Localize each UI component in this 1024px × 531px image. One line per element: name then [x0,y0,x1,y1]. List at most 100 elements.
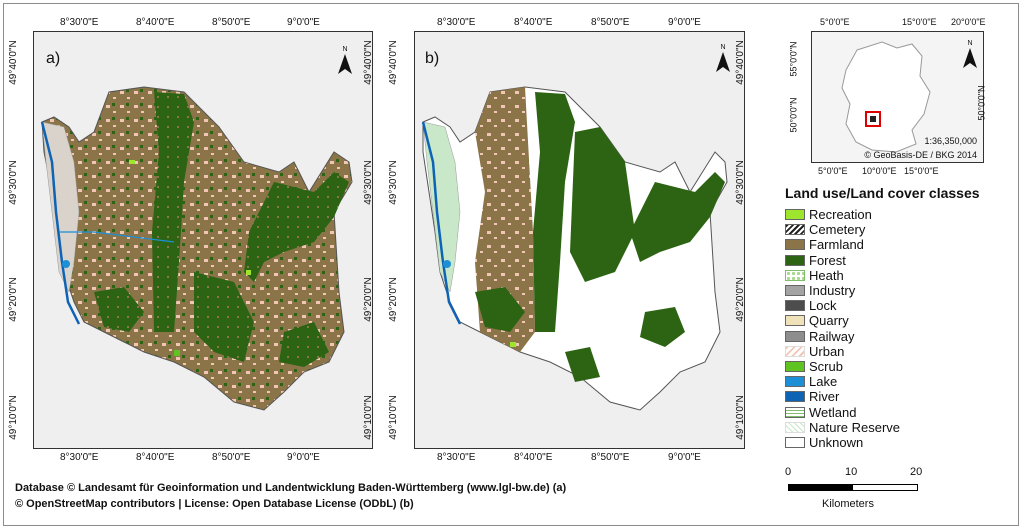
inset-lon-tick-top: 20°0'0"E [951,17,986,27]
recreation-spot [246,270,251,275]
legend-label: Lake [809,374,838,390]
legend-swatch [785,254,805,266]
legend-item: Industry [785,283,855,298]
lon-tick-a-top: 8°30'0"E [60,17,99,28]
lon-tick-b-bottom: 9°0'0"E [668,452,701,463]
inset-lat-tick-left: 50°0'0"N [788,97,799,133]
legend-label: Scrub [809,359,843,374]
lon-tick-b-bottom: 8°50'0"E [591,452,630,463]
legend-label: Lock [809,298,837,314]
legend-item: Scrub [785,359,843,374]
legend-label: Railway [809,328,855,344]
forest-patch [194,272,254,362]
legend-item: Cemetery [785,222,865,237]
legend-swatch [785,421,805,433]
lat-tick-a-right: 49°40'0"N [362,40,374,85]
legend-label: Cemetery [809,222,866,238]
legend-label: Urban [809,343,845,359]
legend-swatch [785,285,805,296]
lat-tick-b-left: 49°30'0"N [387,160,399,205]
legend-title: Land use/Land cover classes [785,185,980,201]
map-panel-b: b) N [414,31,745,449]
credit-line-a: Database © Landesamt für Geoinformation … [15,482,567,494]
lon-tick-b-top: 9°0'0"E [668,17,701,28]
lon-tick-a-bottom: 8°50'0"E [212,452,251,463]
legend-item: Heath [785,268,844,283]
north-arrow-inset: N [961,40,979,70]
legend-item: Farmland [785,237,864,252]
inset-lon-tick-bottom: 5°0'0"E [818,166,848,176]
inset-map: N 1:36,350,000 © GeoBasis-DE / BKG 2014 [811,31,984,163]
lon-tick-a-bottom: 9°0'0"E [287,452,320,463]
lon-tick-a-top: 8°40'0"E [136,17,175,28]
legend-swatch [785,406,805,418]
germany-outline [841,41,931,153]
panel-b-label: b) [425,50,440,67]
forest-patch [94,287,144,332]
legend-item: Quarry [785,313,849,328]
lat-tick-a-right: 49°30'0"N [362,160,374,205]
inset-copyright: © GeoBasis-DE / BKG 2014 [864,150,977,160]
recreation-spot [129,160,135,164]
lon-tick-b-bottom: 8°30'0"E [437,452,476,463]
lat-tick-b-left: 49°20'0"N [387,277,399,322]
lon-tick-a-top: 9°0'0"E [287,17,320,28]
scalebar-tick: 10 [845,466,858,478]
legend-label: Quarry [809,313,849,329]
river-line [59,231,175,243]
forest-patch [475,287,525,332]
lon-tick-b-top: 8°40'0"E [514,17,553,28]
lat-tick-b-right: 49°10'0"N [734,395,746,440]
forest-patch [152,92,194,332]
lat-tick-b-right: 49°30'0"N [734,160,746,205]
legend-swatch [785,361,805,372]
lon-tick-a-bottom: 8°30'0"E [60,452,99,463]
legend-item: Recreation [785,207,872,222]
map-a-svg [40,86,353,411]
legend-swatch [785,437,805,448]
inset-lon-tick-top: 5°0'0"E [820,17,850,27]
panel-a-label: a) [46,50,61,67]
legend-label: Unknown [809,435,864,450]
legend-swatch [785,269,805,281]
lake-spot [62,260,70,268]
inset-lon-tick-bottom: 15°0'0"E [904,166,939,176]
lat-tick-a-left: 49°10'0"N [7,395,19,440]
farmland-area [475,87,535,352]
river-line [421,121,462,325]
forest-patch [630,172,725,262]
lon-tick-a-bottom: 8°40'0"E [136,452,175,463]
map-panel-a: a) N [33,31,373,449]
lon-tick-b-top: 8°50'0"E [591,17,630,28]
legend-swatch [785,315,805,327]
lat-tick-a-left: 49°30'0"N [7,160,19,205]
scrub-spot [174,350,180,356]
legend-item: Nature Reserve [785,420,900,435]
lat-tick-b-left: 49°10'0"N [387,395,399,440]
forest-patch [244,172,349,282]
legend-swatch [785,345,805,357]
legend-swatch [785,300,805,312]
legend-swatch [785,239,805,251]
scalebar-black [789,485,853,490]
credit-line-b: © OpenStreetMap contributors | License: … [15,498,414,510]
north-arrow-icon [338,54,352,74]
forest-patch [640,307,685,347]
lat-tick-a-right: 49°20'0"N [362,277,374,322]
lat-tick-b-right: 49°40'0"N [734,40,746,85]
study-area-marker [870,116,876,122]
inset-lat-tick-right: 50°0'0"N [976,85,987,121]
legend-label: Farmland [809,237,864,253]
inset-map-svg [841,41,931,153]
legend-item: River [785,389,839,404]
forest-patch [533,92,575,332]
legend-item: Unknown [785,435,863,450]
lat-tick-b-right: 49°20'0"N [734,277,746,322]
legend-item: Forest [785,253,846,268]
inset-lon-tick-bottom: 10°0'0"E [862,166,897,176]
lon-tick-a-top: 8°50'0"E [212,17,251,28]
legend-swatch [785,209,805,220]
legend-item: Urban [785,344,844,359]
forest-patch [565,347,600,382]
forest-patch [279,322,329,367]
